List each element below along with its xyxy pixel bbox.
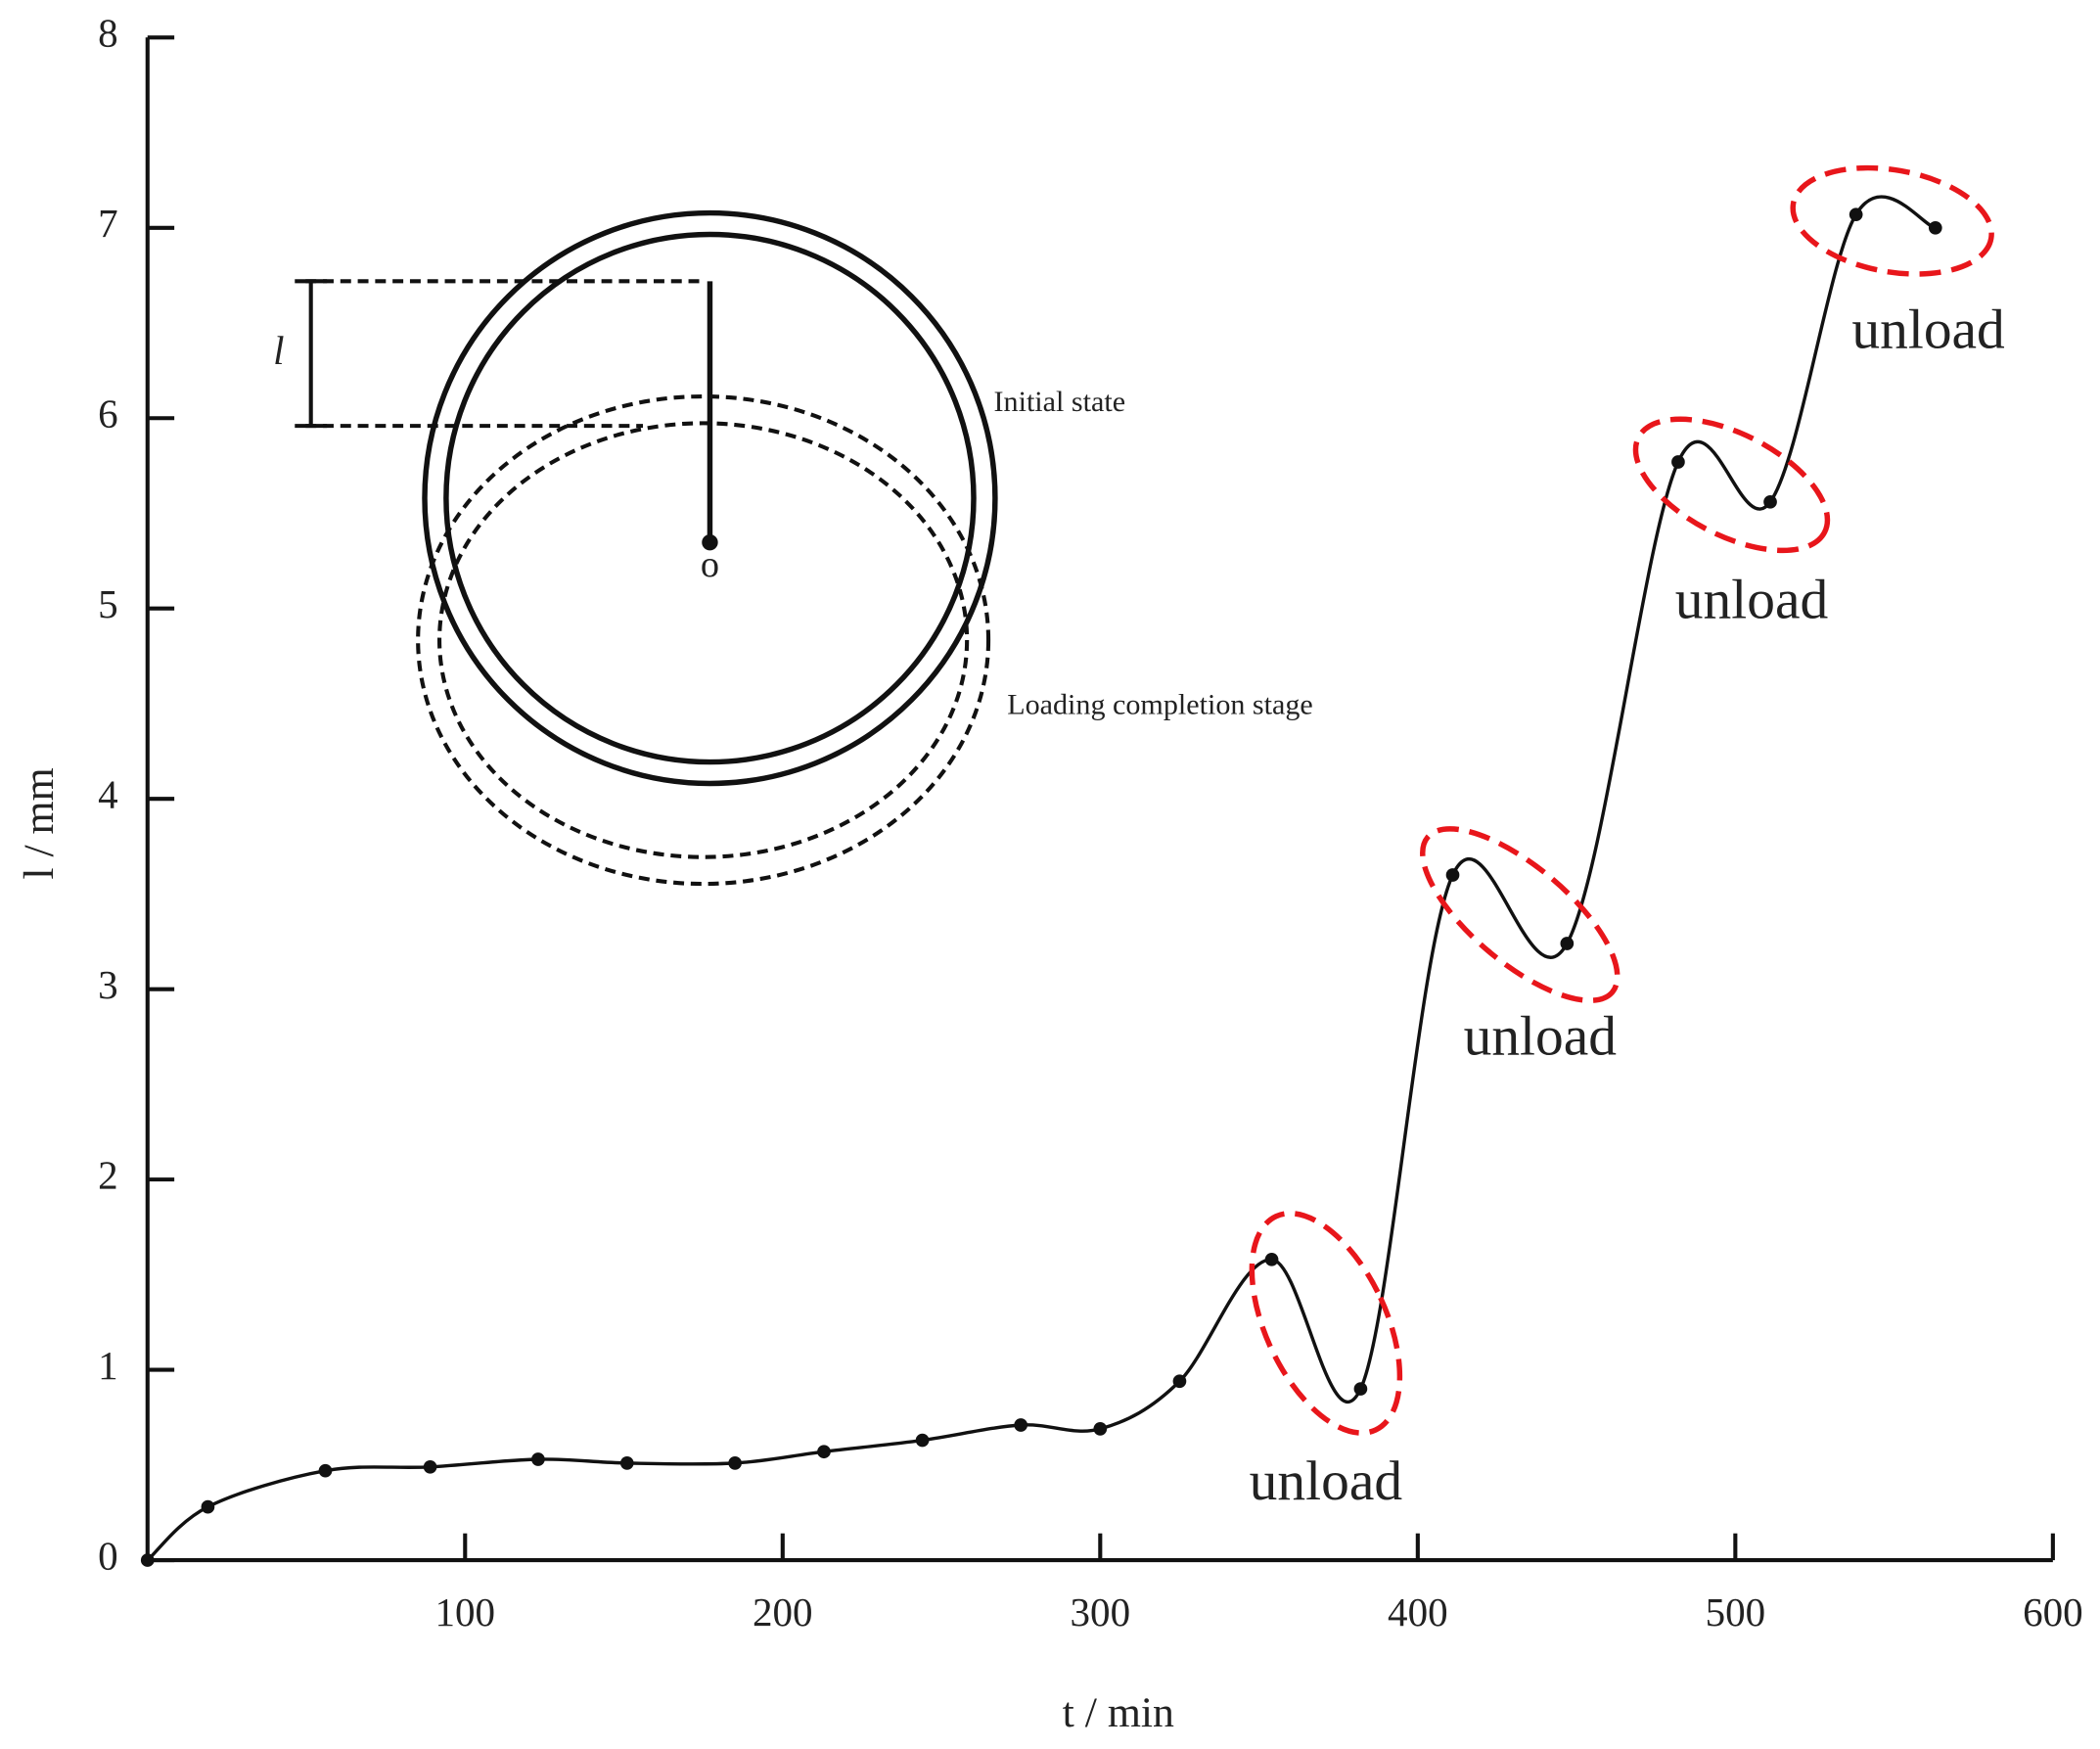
data-point — [1264, 1252, 1279, 1266]
initial-inner-ring — [443, 231, 977, 765]
x-tick-label: 500 — [1706, 1589, 1766, 1634]
data-point — [619, 1456, 634, 1470]
initial-outer-ring — [422, 209, 998, 787]
data-point — [531, 1452, 545, 1466]
unload-label: unload — [1250, 1450, 1403, 1512]
center-label: o — [701, 544, 719, 585]
data-point — [318, 1463, 333, 1478]
x-tick-label: 100 — [435, 1589, 496, 1634]
x-tick-label: 600 — [2023, 1589, 2083, 1634]
data-point — [423, 1459, 437, 1474]
y-tick-label: 5 — [98, 581, 118, 626]
unload-label: unload — [1851, 299, 2005, 360]
y-tick-label: 7 — [98, 201, 118, 246]
x-axis-label: t / min — [1063, 1689, 1174, 1736]
data-point — [1353, 1382, 1368, 1396]
data-point — [1671, 455, 1685, 469]
x-tick-label: 400 — [1388, 1589, 1448, 1634]
data-point — [1763, 494, 1777, 509]
y-axis-label: l / mm — [16, 767, 63, 879]
inset-diagram — [295, 209, 998, 887]
x-tick-label: 300 — [1071, 1589, 1131, 1634]
data-point — [915, 1433, 930, 1448]
data-point — [1093, 1422, 1108, 1436]
y-tick-label: 0 — [98, 1533, 118, 1578]
y-tick-label: 6 — [98, 391, 118, 437]
y-tick-label: 2 — [98, 1153, 118, 1198]
loaded-outer-ring — [416, 393, 991, 887]
data-point — [1445, 868, 1460, 882]
y-tick-label: 3 — [98, 962, 118, 1007]
data-point — [817, 1445, 831, 1459]
unload-highlight — [1249, 1210, 1403, 1436]
unload-highlight — [1790, 164, 1994, 277]
data-point — [140, 1553, 155, 1567]
center-dot — [702, 533, 718, 551]
data-point — [728, 1456, 742, 1470]
y-tick-label: 1 — [98, 1343, 118, 1388]
data-point — [1172, 1374, 1187, 1389]
data-point — [1014, 1418, 1028, 1432]
unload-label: unload — [1675, 570, 1829, 631]
data-point — [1849, 207, 1863, 222]
data-point — [1560, 937, 1575, 950]
y-tick-label: 8 — [98, 11, 118, 56]
data-point — [201, 1499, 215, 1514]
length-label: l — [273, 328, 284, 373]
unload-highlight — [1632, 416, 1831, 554]
loaded-inner-ring — [437, 421, 970, 859]
loaded-label: Loading completion stage — [1007, 687, 1313, 720]
unload-label: unload — [1464, 1006, 1618, 1068]
unload-highlight — [1420, 826, 1621, 1003]
y-tick-label: 4 — [98, 772, 118, 817]
x-tick-label: 200 — [753, 1589, 813, 1634]
data-point — [1928, 220, 1942, 235]
initial-label: Initial state — [994, 385, 1126, 418]
